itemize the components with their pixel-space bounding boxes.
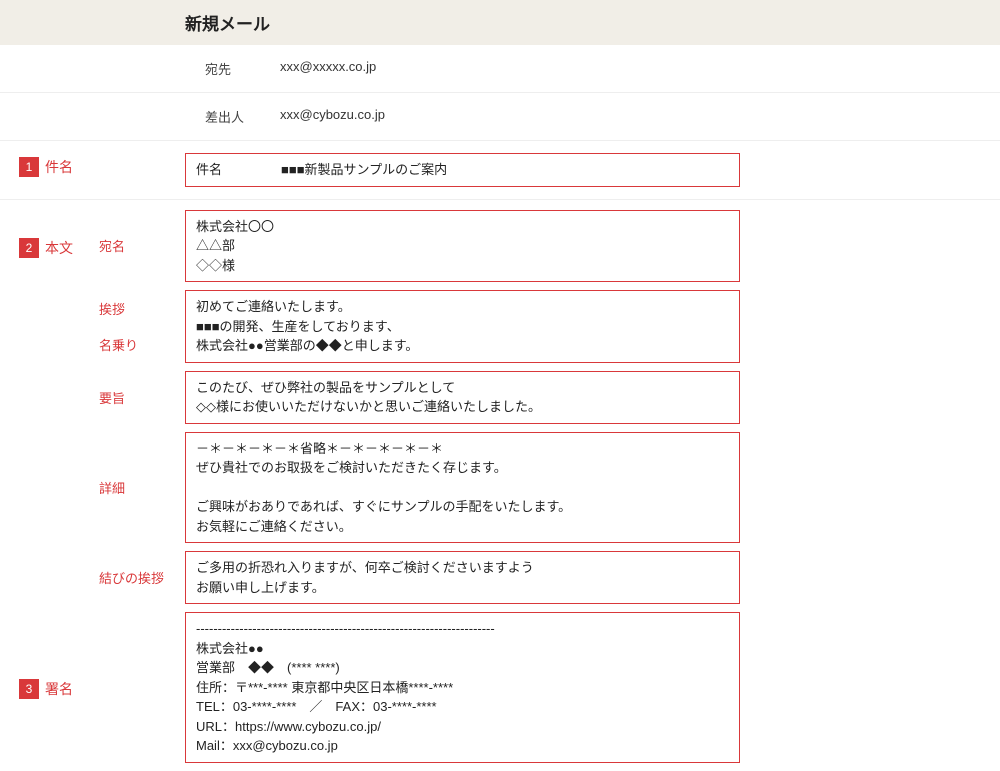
meta-to-row: 宛先 xxx@xxxxx.co.jp [0, 45, 1000, 93]
section-label-signature: 署名 [45, 675, 95, 699]
marker-2: 2 [19, 238, 39, 258]
group-aisatsu-nanori: 挨拶 名乗り 初めてご連絡いたします。 ■■■の開発、生産をしております、 株式… [0, 290, 1000, 363]
box-signature: ----------------------------------------… [185, 612, 740, 763]
marker-col-1: 1 [0, 153, 45, 177]
sublabel-atena: 宛名 [95, 236, 185, 255]
section-subject: 1 件名 件名 ■■■新製品サンプルのご案内 [0, 141, 1000, 199]
group-signature: 3 署名 -----------------------------------… [0, 612, 1000, 763]
sublabel-musubi: 結びの挨拶 [95, 568, 185, 587]
section-label-body: 本文 [45, 234, 95, 258]
marker-3: 3 [19, 679, 39, 699]
sublabel-aisatsu: 挨拶 [95, 299, 185, 318]
group-shousai: 詳細 －＊－＊－＊－＊省略＊－＊－＊－＊－＊ ぜひ貴社でのお取扱をご検討いただき… [0, 432, 1000, 544]
meta-from-row: 差出人 xxx@cybozu.co.jp [0, 93, 1000, 141]
from-label: 差出人 [205, 107, 260, 126]
box-musubi: ご多用の折恐れ入りますが、何卒ご検討くださいますよう お願い申し上げます。 [185, 551, 740, 604]
group-atena: 2 本文 宛名 株式会社〇〇 △△部 ◇◇様 [0, 210, 1000, 283]
to-value: xxx@xxxxx.co.jp [280, 59, 376, 78]
sublabel-youshi: 要旨 [95, 388, 185, 407]
box-youshi: このたび、ぜひ弊社の製品をサンプルとして ◇◇様にお使いいただけないかと思いご連… [185, 371, 740, 424]
marker-1: 1 [19, 157, 39, 177]
section-label-subject: 件名 [45, 153, 95, 177]
header-bar: 新規メール [0, 0, 1000, 45]
sublabel-shousai: 詳細 [95, 478, 185, 497]
box-shousai: －＊－＊－＊－＊省略＊－＊－＊－＊－＊ ぜひ貴社でのお取扱をご検討いただきたく存… [185, 432, 740, 544]
from-value: xxx@cybozu.co.jp [280, 107, 385, 126]
group-youshi: 要旨 このたび、ぜひ弊社の製品をサンプルとして ◇◇様にお使いいただけないかと思… [0, 371, 1000, 424]
page-title: 新規メール [185, 10, 1000, 35]
subject-inner-label: 件名 [196, 160, 251, 180]
subject-text: ■■■新製品サンプルのご案内 [281, 160, 447, 180]
group-musubi: 結びの挨拶 ご多用の折恐れ入りますが、何卒ご検討くださいますよう お願い申し上げ… [0, 551, 1000, 604]
to-label: 宛先 [205, 59, 260, 78]
box-aisatsu-nanori: 初めてご連絡いたします。 ■■■の開発、生産をしております、 株式会社●●営業部… [185, 290, 740, 363]
subject-content: 件名 ■■■新製品サンプルのご案内 [185, 153, 740, 187]
box-atena: 株式会社〇〇 △△部 ◇◇様 [185, 210, 740, 283]
subject-box: 件名 ■■■新製品サンプルのご案内 [185, 153, 740, 187]
sublabel-nanori: 名乗り [95, 335, 185, 354]
body-area: 2 本文 宛名 株式会社〇〇 △△部 ◇◇様 挨拶 名乗り 初めてご連絡いたしま… [0, 199, 1000, 763]
